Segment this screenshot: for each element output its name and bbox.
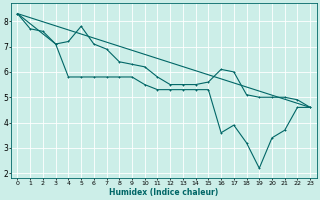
X-axis label: Humidex (Indice chaleur): Humidex (Indice chaleur) xyxy=(109,188,219,197)
